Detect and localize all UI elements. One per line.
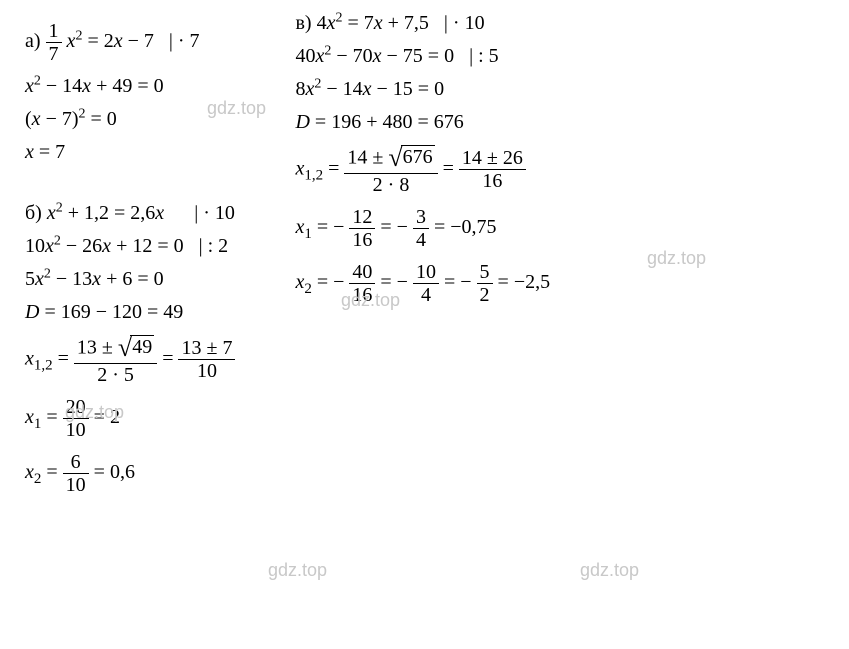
part-a-label: а) — [25, 30, 41, 52]
part-b-line4: D = 169 − 120 = 49 — [25, 301, 235, 324]
fraction-1-7: 1 7 — [46, 20, 62, 65]
part-v-line5: x1,2 = 14 ± √676 2 · 8 = 14 ± 26 16 — [295, 144, 550, 196]
part-v-line6: x1 = − 12 16 = − 3 4 = −0,75 — [295, 206, 550, 251]
fraction-v5-1: 14 ± √676 2 · 8 — [344, 144, 437, 196]
watermark: gdz.top — [268, 560, 327, 581]
part-a-line3: (x − 7)2 = 0 — [25, 108, 235, 131]
fraction-v6-2: 3 4 — [413, 206, 429, 251]
part-b-line5: x1,2 = 13 ± √49 2 · 5 = 13 ± 7 10 — [25, 334, 235, 386]
part-v-line3: 8x2 − 14x − 15 = 0 — [295, 78, 550, 101]
part-b-label: б) — [25, 202, 42, 224]
watermark: gdz.top — [580, 560, 639, 581]
part-a-line4: x = 7 — [25, 141, 235, 164]
fraction-b5-1: 13 ± √49 2 · 5 — [74, 334, 157, 386]
part-v-line2: 40x2 − 70x − 75 = 0| : 5 — [295, 45, 550, 68]
fraction-b7: 6 10 — [63, 451, 89, 496]
part-v-label: в) — [295, 12, 311, 34]
part-v-line1: в) 4x2 = 7x + 7,5| · 10 — [295, 12, 550, 35]
part-b-line7: x2 = 6 10 = 0,6 — [25, 451, 235, 496]
fraction-b5-2: 13 ± 7 10 — [178, 337, 235, 382]
part-a-line2: x2 − 14x + 49 = 0 — [25, 75, 235, 98]
fraction-v7-3: 5 2 — [477, 261, 493, 306]
fraction-b6: 20 10 — [63, 396, 89, 441]
left-column: а) 1 7 x2 = 2x − 7| · 7 x2 − 14x + 49 = … — [25, 20, 235, 506]
part-b-line3: 5x2 − 13x + 6 = 0 — [25, 268, 235, 291]
part-v-line4: D = 196 + 480 = 676 — [295, 111, 550, 134]
part-v-line7: x2 = − 40 16 = − 10 4 = − 5 2 = −2,5 — [295, 261, 550, 306]
right-column: в) 4x2 = 7x + 7,5| · 10 40x2 − 70x − 75 … — [295, 12, 550, 506]
fraction-v5-2: 14 ± 26 16 — [459, 147, 526, 192]
part-a-line1: а) 1 7 x2 = 2x − 7| · 7 — [25, 20, 235, 65]
math-page: а) 1 7 x2 = 2x − 7| · 7 x2 − 14x + 49 = … — [25, 20, 824, 506]
part-b-line6: x1 = 20 10 = 2 — [25, 396, 235, 441]
part-b-line2: 10x2 − 26x + 12 = 0| : 2 — [25, 235, 235, 258]
part-b-line1: б) x2 + 1,2 = 2,6x| · 10 — [25, 202, 235, 225]
fraction-v7-1: 40 16 — [349, 261, 375, 306]
fraction-v7-2: 10 4 — [413, 261, 439, 306]
fraction-v6-1: 12 16 — [349, 206, 375, 251]
